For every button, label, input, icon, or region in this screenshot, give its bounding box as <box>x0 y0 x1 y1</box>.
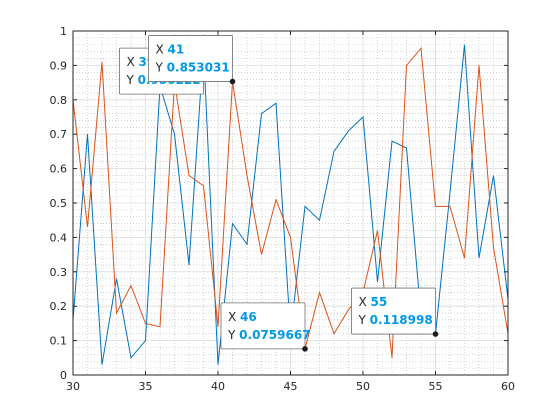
datatip-y-value: 0.853031 <box>167 61 230 75</box>
y-tick-label: 0.2 <box>50 300 68 313</box>
datatip-x-value: 46 <box>240 310 257 324</box>
x-tick-label: 40 <box>211 380 225 393</box>
y-tick-label: 0.7 <box>50 128 68 141</box>
datatip-marker[interactable] <box>432 331 439 337</box>
x-tick-label: 55 <box>429 380 443 393</box>
x-tick-label: 35 <box>139 380 153 393</box>
datatip-x-label: X 41 <box>156 43 185 57</box>
datatip-y-label: Y 0.0759667 <box>227 328 311 342</box>
datatip-y-label: Y 0.118998 <box>358 313 433 327</box>
tick-layer: 30 35 40 45 50 55 60 0 0.1 0.2 0.3 0.4 0.5 0.6 0.7 0.8 0… <box>50 25 516 393</box>
datatip-marker[interactable] <box>302 346 308 352</box>
datatip-y-label: Y 0.853031 <box>155 61 230 75</box>
y-tick-label: 0 <box>60 369 67 382</box>
x-tick-label: 45 <box>284 380 298 393</box>
y-tick-label: 0.5 <box>50 197 68 210</box>
y-tick-label: 0.6 <box>50 163 68 176</box>
datatip-x-value: 55 <box>371 295 388 309</box>
y-tick-label: 0.4 <box>50 231 68 244</box>
datatip-x-label: X 46 <box>228 310 257 324</box>
datatip-x-label: X 55 <box>359 295 388 309</box>
y-tick-label: 0.9 <box>50 59 68 72</box>
datatip[interactable]: X 46 Y 0.0759667 <box>220 302 311 352</box>
datatip-box[interactable] <box>148 35 233 82</box>
series-line-2 <box>72 46 509 358</box>
datatip-x-value: 41 <box>168 43 185 57</box>
x-tick-label: 50 <box>356 380 370 393</box>
datatip-y-value: 0.0759667 <box>239 328 310 342</box>
y-tick-label: 0.1 <box>50 335 68 348</box>
datatip[interactable]: X 41 Y 0.853031 <box>148 35 236 85</box>
datatip[interactable]: X 55 Y 0.118998 <box>351 287 439 337</box>
x-tick-label: 30 <box>66 380 80 393</box>
datatip-marker[interactable] <box>229 78 236 85</box>
y-tick-label: 0.3 <box>50 266 68 279</box>
datatip-box[interactable] <box>351 287 436 335</box>
datatip-y-value: 0.118998 <box>370 313 433 327</box>
y-tick-label: 0.8 <box>50 94 68 107</box>
datatip-box[interactable] <box>220 302 306 350</box>
x-tick-label: 60 <box>501 380 515 393</box>
y-tick-label: 1 <box>60 25 67 38</box>
